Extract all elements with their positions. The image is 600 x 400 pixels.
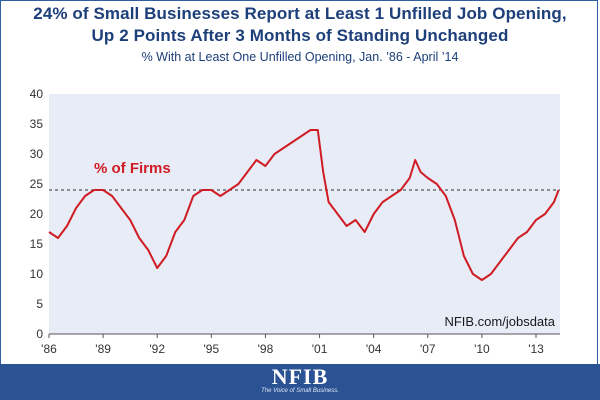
y-tick-label: 35 xyxy=(30,117,44,131)
y-tick-label: 15 xyxy=(30,237,44,251)
y-axis: 0 5 10 15 20 25 30 35 40 xyxy=(30,87,44,341)
x-axis: '86 '89 '92 '95 '98 '01 '04 '07 '10 '13 xyxy=(41,333,560,356)
y-tick-label: 0 xyxy=(36,327,43,341)
source-text: NFIB.com/jobsdata xyxy=(444,314,555,329)
x-tick-label: '89 xyxy=(95,342,111,356)
y-tick-label: 5 xyxy=(36,297,43,311)
y-tick-label: 25 xyxy=(30,177,44,191)
x-tick-label: '13 xyxy=(528,342,544,356)
y-tick-label: 20 xyxy=(30,207,44,221)
x-tick-label: '92 xyxy=(149,342,165,356)
x-tick-label: '07 xyxy=(420,342,436,356)
series-line-percent-of-firms xyxy=(48,129,560,281)
y-tick-label: 30 xyxy=(30,147,44,161)
x-tick-label: '98 xyxy=(258,342,274,356)
x-tick-label: '86 xyxy=(41,342,57,356)
x-tick-label: '10 xyxy=(474,342,490,356)
footer-bar xyxy=(0,364,600,400)
y-tick-label: 10 xyxy=(30,267,44,281)
x-tick-label: '04 xyxy=(366,342,382,356)
chart-title-line-1: 24% of Small Businesses Report at Least … xyxy=(33,4,567,23)
nfib-logo: NFIB xyxy=(271,364,329,389)
x-tick-label: '01 xyxy=(312,342,328,356)
logo-tagline: The Voice of Small Business. xyxy=(261,388,339,394)
chart-title-line-2: Up 2 Points After 3 Months of Standing U… xyxy=(91,26,509,45)
series-label: % of Firms xyxy=(94,160,171,177)
chart-subtitle: % With at Least One Unfilled Opening, Ja… xyxy=(141,50,459,64)
y-tick-label: 40 xyxy=(30,87,44,101)
x-tick-label: '95 xyxy=(204,342,220,356)
